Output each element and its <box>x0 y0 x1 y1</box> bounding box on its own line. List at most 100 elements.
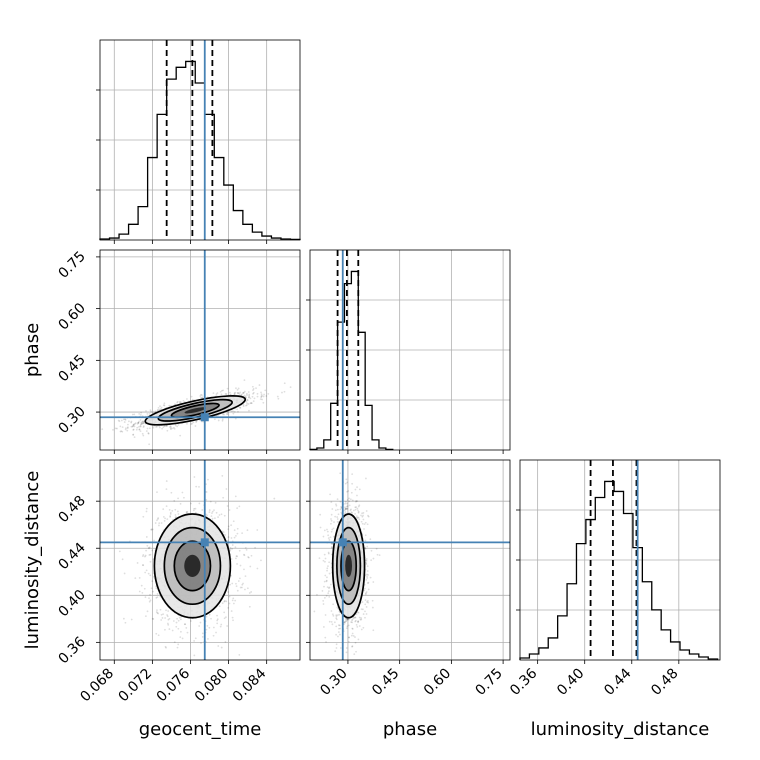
sample-point <box>326 528 328 531</box>
sample-point <box>160 613 163 616</box>
sample-point <box>330 610 333 612</box>
sample-point <box>247 403 250 405</box>
histogram-bin-phase <box>331 403 338 450</box>
sample-point <box>141 591 144 594</box>
sample-point <box>156 592 159 595</box>
sample-point <box>232 602 235 605</box>
sample-point <box>139 424 142 427</box>
sample-point <box>359 618 362 621</box>
histogram-bin-luminosity_distance <box>548 638 557 660</box>
marginal-panel-luminosity_distance <box>519 459 721 661</box>
sample-point <box>140 423 143 425</box>
sample-point <box>142 425 145 428</box>
sample-point <box>146 413 149 415</box>
sample-point <box>358 625 361 627</box>
sample-point <box>201 396 204 399</box>
sample-point <box>344 508 347 510</box>
sample-point <box>191 398 194 401</box>
sample-point <box>221 602 224 605</box>
sample-point <box>325 594 328 597</box>
sample-point <box>249 565 252 568</box>
histogram-bin-phase <box>365 405 372 450</box>
sample-point <box>252 389 254 391</box>
sample-point <box>139 430 142 433</box>
sample-point <box>117 419 120 422</box>
sample-point <box>347 618 349 621</box>
sample-point <box>236 589 239 592</box>
sample-point <box>243 390 246 393</box>
sample-point <box>347 624 350 627</box>
sample-point <box>358 616 361 619</box>
sample-point <box>367 588 370 591</box>
sample-point <box>322 599 325 602</box>
sample-point <box>325 641 327 643</box>
sample-point <box>334 650 337 653</box>
sample-point <box>215 511 218 514</box>
sample-point <box>364 521 367 524</box>
sample-point <box>162 426 165 429</box>
sample-point <box>336 498 339 501</box>
sample-point <box>165 505 168 508</box>
histogram-bin-phase <box>324 440 331 450</box>
sample-point <box>336 614 339 617</box>
sample-point <box>140 584 143 587</box>
sample-point <box>323 585 325 588</box>
sample-point <box>150 587 153 590</box>
histogram-bin-luminosity_distance <box>558 616 567 660</box>
sample-point <box>354 512 357 515</box>
sample-point <box>235 387 237 390</box>
histogram-bin-phase <box>351 271 358 450</box>
sample-point <box>330 530 333 533</box>
sample-point <box>216 614 218 617</box>
sample-point <box>242 405 245 408</box>
sample-point <box>246 404 248 406</box>
sample-point <box>223 413 225 416</box>
sample-point <box>319 526 322 529</box>
sample-point <box>323 580 326 583</box>
sample-point <box>336 520 339 523</box>
sample-point <box>166 518 169 521</box>
sample-point <box>330 547 333 549</box>
sample-point <box>126 426 129 429</box>
sample-point <box>138 413 141 415</box>
sample-point <box>176 646 179 649</box>
sample-point <box>205 628 208 631</box>
sample-point <box>357 638 360 641</box>
sample-point <box>175 625 178 628</box>
sample-point <box>243 379 246 381</box>
sample-point <box>364 539 367 542</box>
marginal-panel-phase <box>309 249 511 451</box>
sample-point <box>248 396 251 399</box>
sample-point <box>234 417 237 420</box>
sample-point <box>356 486 358 489</box>
sample-point <box>354 508 357 511</box>
sample-point <box>191 422 193 425</box>
sample-point <box>194 637 197 640</box>
sample-point <box>149 553 152 556</box>
sample-point <box>237 387 240 390</box>
sample-point <box>334 515 337 518</box>
sample-point <box>235 585 238 588</box>
sample-point <box>248 409 250 412</box>
sample-point <box>329 536 332 539</box>
sample-point <box>248 605 251 608</box>
sample-point <box>151 528 154 531</box>
sample-point <box>232 520 235 523</box>
y-tick-label: 0.44 <box>55 540 88 573</box>
sample-point <box>179 434 182 437</box>
sample-point <box>169 516 172 518</box>
sample-point <box>205 491 208 493</box>
sample-point <box>221 418 224 421</box>
sample-point <box>156 409 159 411</box>
histogram-bin-geocent_time <box>252 232 262 240</box>
sample-point <box>216 392 219 394</box>
sample-point <box>364 603 367 606</box>
sample-point <box>364 534 367 537</box>
sample-point <box>367 581 370 584</box>
x-tick-label: 0.072 <box>116 666 156 706</box>
sample-point <box>337 513 340 516</box>
density-fill <box>184 407 206 414</box>
sample-point <box>132 428 135 431</box>
sample-point <box>248 394 250 397</box>
sample-point <box>327 592 330 595</box>
